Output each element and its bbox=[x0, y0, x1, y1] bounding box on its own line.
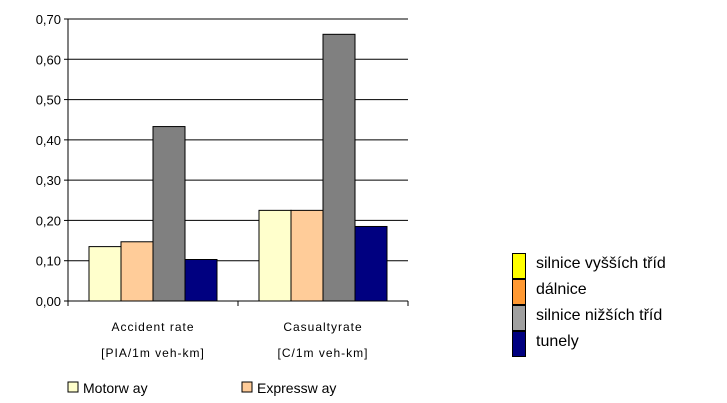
overlay-legend: silnice vyšších tříd dálnice silnice nižší… bbox=[510, 253, 727, 388]
gridlines bbox=[68, 18, 408, 262]
y-tick-label: 0,70 bbox=[36, 12, 61, 27]
y-axis-ticks: 0,00 0,10 0,20 0,30 0,40 0,50 0,60 0,70 bbox=[36, 12, 68, 309]
y-tick-label: 0,40 bbox=[36, 133, 61, 148]
y-tick-label: 0,00 bbox=[36, 294, 61, 309]
overlay-legend-swatch bbox=[512, 279, 526, 305]
overlay-legend-label: silnice nižších tříd bbox=[536, 307, 663, 324]
bar bbox=[322, 33, 356, 302]
legend-swatch bbox=[241, 381, 253, 393]
overlay-legend-swatch bbox=[512, 253, 526, 279]
axes bbox=[67, 19, 409, 306]
bar bbox=[290, 209, 324, 302]
bottom-legend: Motorw ay Expressw ay bbox=[67, 380, 336, 396]
bar bbox=[354, 225, 388, 302]
y-tick-label: 0,30 bbox=[36, 173, 61, 188]
legend-label: Motorw ay bbox=[83, 380, 148, 396]
category-unit-label: [C/1m veh-km] bbox=[277, 346, 368, 360]
overlay-legend-label: dálnice bbox=[536, 281, 587, 298]
bar bbox=[258, 209, 292, 302]
legend-swatch bbox=[67, 381, 79, 393]
bar bbox=[184, 259, 218, 302]
bar bbox=[88, 246, 122, 302]
category-labels: Accident rate [PIA/1m veh-km] Casualtyrate… bbox=[101, 320, 368, 360]
overlay-legend-label: tunely bbox=[536, 333, 579, 350]
bar bbox=[152, 126, 186, 302]
y-tick-label: 0,10 bbox=[36, 254, 61, 269]
y-tick-label: 0,60 bbox=[36, 52, 61, 67]
overlay-legend-swatch bbox=[512, 331, 526, 357]
overlay-legend-item: silnice vyšších tříd bbox=[510, 253, 727, 279]
bar bbox=[120, 241, 154, 302]
legend-label: Expressw ay bbox=[257, 380, 336, 396]
overlay-legend-item: tunely bbox=[510, 331, 727, 357]
category-label: Accident rate bbox=[111, 320, 194, 334]
overlay-legend-swatch bbox=[512, 305, 526, 331]
overlay-legend-item: dálnice bbox=[510, 279, 727, 305]
overlay-legend-label: silnice vyšších tříd bbox=[536, 255, 666, 272]
overlay-legend-item: silnice nižších tříd bbox=[510, 305, 727, 331]
y-tick-label: 0,50 bbox=[36, 93, 61, 108]
y-tick-label: 0,20 bbox=[36, 213, 61, 228]
bars bbox=[88, 33, 388, 302]
category-unit-label: [PIA/1m veh-km] bbox=[101, 346, 205, 360]
category-label: Casualtyrate bbox=[283, 320, 362, 334]
